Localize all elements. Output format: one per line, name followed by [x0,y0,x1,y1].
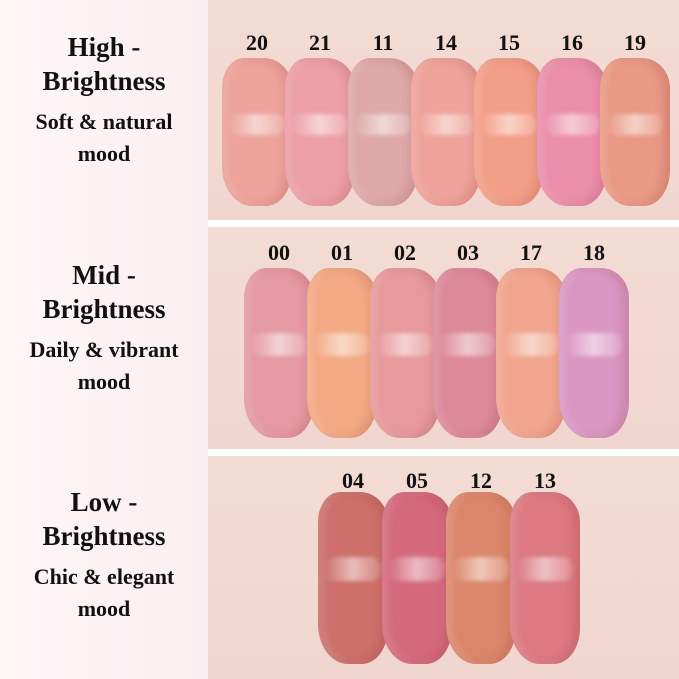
lip-swatch [382,492,452,664]
shade-code: 16 [561,30,583,55]
brightness-title: High - Brightness [0,30,208,98]
shade-code: 19 [624,30,646,55]
shade-code: 05 [406,468,428,493]
lip-swatch [474,58,544,206]
shade-code: 00 [268,240,290,265]
shade-code: 04 [342,468,364,493]
shade-code: 12 [470,468,492,493]
lip-swatch [348,58,418,206]
shade-code: 11 [372,30,394,55]
lip-swatch [446,492,516,664]
title-line: Brightness [42,294,166,324]
mood-text: Chic & elegant mood [0,561,208,625]
shade-code: 03 [457,240,479,265]
shade-code: 15 [498,30,520,55]
mood-line: Soft & natural [35,109,173,134]
shade-code: 02 [394,240,416,265]
mood-line: mood [77,596,131,621]
lip-swatch [433,268,503,438]
lip-swatch [496,268,566,438]
shade-code: 20 [246,30,268,55]
lip-swatch [600,58,670,206]
lip-swatch [318,492,388,664]
title-line: High - [67,32,141,62]
lip-swatch [307,268,377,438]
title-line: Low - [70,487,138,517]
lip-swatch [411,58,481,206]
mood-line: Daily & vibrant [29,337,179,362]
lip-swatch [244,268,314,438]
mood-text: Daily & vibrant mood [0,334,208,398]
group-text-1: Mid - Brightness Daily & vibrant mood [0,258,208,398]
group-text-2: Low - Brightness Chic & elegant mood [0,485,208,625]
lip-swatch [559,268,629,438]
shade-code: 13 [534,468,556,493]
title-line: Mid - [72,260,136,290]
group-text-0: High - Brightness Soft & natural mood [0,30,208,170]
mood-line: mood [77,141,131,166]
lip-swatch [510,492,580,664]
lip-swatch [537,58,607,206]
shade-code: 18 [583,240,605,265]
title-line: Brightness [42,66,166,96]
mood-line: Chic & elegant [33,564,175,589]
brightness-title: Low - Brightness [0,485,208,553]
shade-code: 14 [435,30,457,55]
brightness-title: Mid - Brightness [0,258,208,326]
lip-swatch [222,58,292,206]
mood-line: mood [77,369,131,394]
left-column [0,0,208,679]
title-line: Brightness [42,521,166,551]
lip-swatch [370,268,440,438]
shade-code: 17 [520,240,542,265]
shade-code: 21 [309,30,331,55]
mood-text: Soft & natural mood [0,106,208,170]
shade-code: 01 [331,240,353,265]
lip-swatch [285,58,355,206]
